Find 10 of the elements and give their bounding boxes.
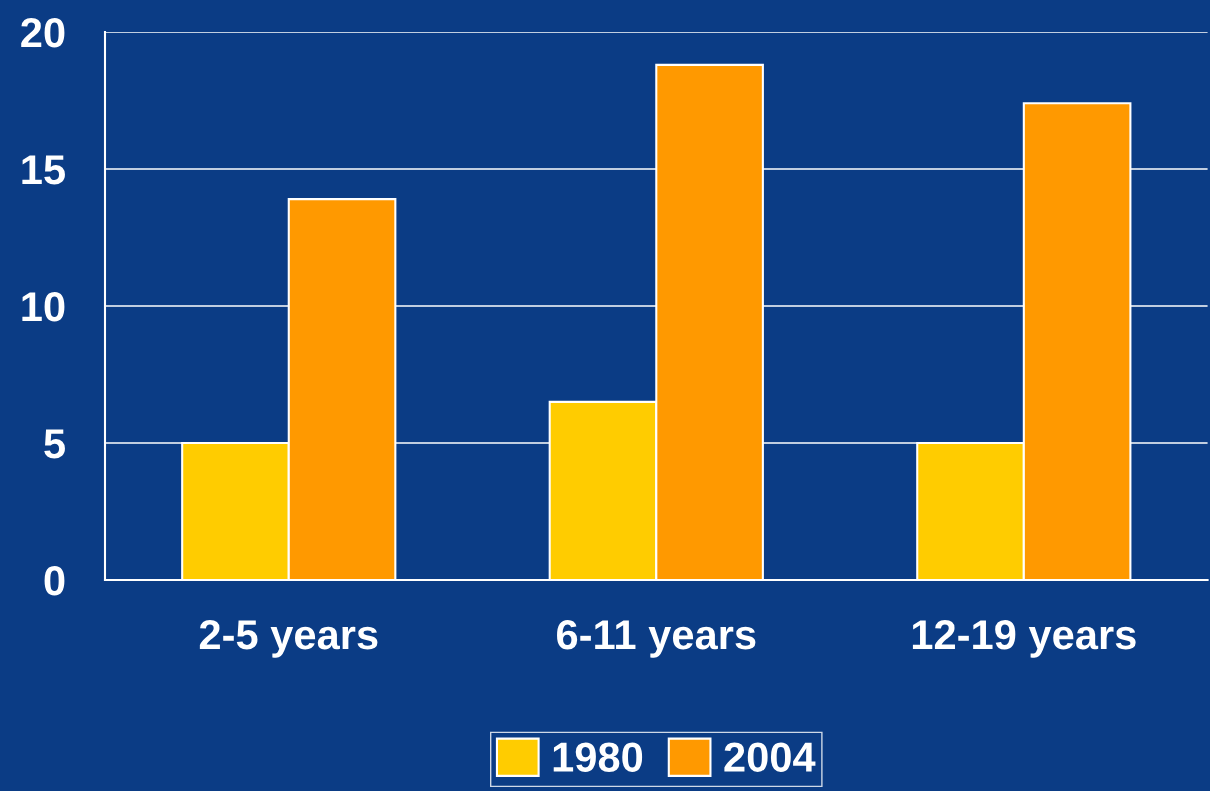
legend-label: 2004 xyxy=(724,742,816,772)
y-tick-label: 0 xyxy=(44,566,65,596)
y-tick-label: 15 xyxy=(22,155,65,185)
y-tick-label: 20 xyxy=(21,18,65,48)
x-tick-label: 12-19 years xyxy=(912,619,1136,658)
y-tick-label: 5 xyxy=(44,429,65,459)
x-tick-label: 6-11 years xyxy=(557,619,756,658)
x-tick-label: 2-5 years xyxy=(199,619,378,658)
legend-label: 1980 xyxy=(553,742,643,772)
y-tick-label: 10 xyxy=(22,292,65,322)
